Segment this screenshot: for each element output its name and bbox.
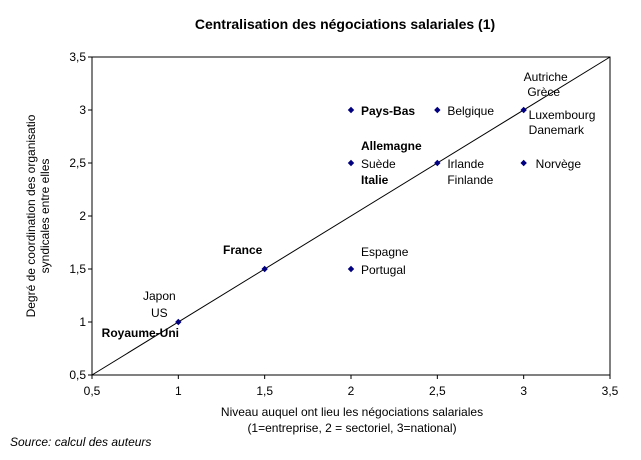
point-label: Finlande	[447, 173, 493, 187]
y-axis-title-line-1: Degré de coordination des organisatio	[24, 114, 38, 317]
x-tick-label: 1	[175, 384, 182, 398]
x-tick-label: 1,5	[256, 384, 273, 398]
y-tick-label: 3,5	[69, 50, 86, 64]
point-label: Italie	[361, 173, 389, 187]
point-label: Autriche	[524, 70, 568, 84]
y-axis: 0,5 1 1,5 2 2,5 3 3,5	[69, 50, 92, 382]
y-tick-label: 1	[79, 315, 86, 329]
point-label: Danemark	[529, 123, 585, 137]
point-label: Allemagne	[361, 139, 422, 153]
point-label: France	[223, 243, 263, 257]
point-label: Pays-Bas	[361, 104, 415, 118]
point-label: US	[151, 306, 168, 320]
x-tick-label: 3,5	[602, 384, 619, 398]
point-label: Belgique	[447, 104, 494, 118]
data-point	[347, 159, 355, 167]
data-point	[175, 318, 182, 326]
y-tick-label: 3	[79, 103, 86, 117]
point-label: Grèce	[527, 85, 560, 99]
x-tick-label: 3	[520, 384, 527, 398]
data-point	[520, 159, 527, 167]
point-label: Japon	[143, 289, 176, 303]
x-axis-title-line-1: Niveau auquel ont lieu les négociations …	[221, 405, 483, 419]
data-point	[347, 265, 355, 273]
data-point	[347, 106, 355, 114]
data-points	[175, 106, 527, 326]
data-point	[261, 265, 268, 273]
point-labels: Japon US Royaume-Uni France Espagne Portugal A…	[102, 70, 596, 340]
point-label: Norvège	[536, 157, 582, 171]
data-point	[520, 106, 527, 114]
point-label: Suède	[361, 157, 396, 171]
point-label: Espagne	[361, 245, 409, 259]
source-note: Source: calcul des auteurs	[10, 435, 151, 449]
x-tick-label: 2,5	[429, 384, 446, 398]
y-axis-title-line-2: syndicales entre elles	[38, 159, 52, 274]
data-point	[434, 106, 441, 114]
y-tick-label: 2	[79, 209, 86, 223]
x-axis: 0,5 1 1,5 2 2,5 3 3,5	[84, 375, 619, 398]
x-axis-title-line-2: (1=entreprise, 2 = sectoriel, 3=national…	[247, 421, 456, 435]
point-label: Portugal	[361, 263, 406, 277]
y-tick-label: 1,5	[69, 262, 86, 276]
x-tick-label: 0,5	[84, 384, 101, 398]
y-tick-label: 0,5	[69, 368, 86, 382]
point-label: Royaume-Uni	[102, 326, 179, 340]
point-label: Irlande	[447, 157, 484, 171]
x-tick-label: 2	[348, 384, 355, 398]
data-point	[434, 159, 441, 167]
chart-title: Centralisation des négociations salarial…	[195, 16, 495, 32]
y-tick-label: 2,5	[69, 156, 86, 170]
point-label: Luxembourg	[529, 108, 596, 122]
